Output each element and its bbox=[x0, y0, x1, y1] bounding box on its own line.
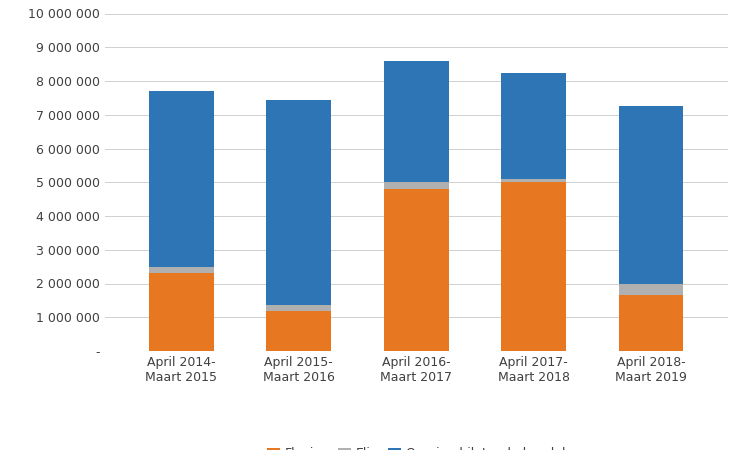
Bar bbox=[384, 61, 448, 182]
Bar bbox=[619, 295, 683, 351]
Bar bbox=[149, 266, 214, 273]
Bar bbox=[266, 306, 331, 310]
Legend: Fluvius, Elia, Overige bilaterale handel: Fluvius, Elia, Overige bilaterale handel bbox=[262, 441, 571, 450]
Bar bbox=[384, 189, 448, 351]
Bar bbox=[266, 99, 331, 306]
Bar bbox=[266, 310, 331, 351]
Bar bbox=[149, 273, 214, 351]
Bar bbox=[502, 72, 566, 179]
Bar bbox=[619, 106, 683, 284]
Bar bbox=[149, 91, 214, 266]
Bar bbox=[502, 179, 566, 182]
Bar bbox=[619, 284, 683, 295]
Bar bbox=[384, 182, 448, 189]
Bar bbox=[502, 182, 566, 351]
